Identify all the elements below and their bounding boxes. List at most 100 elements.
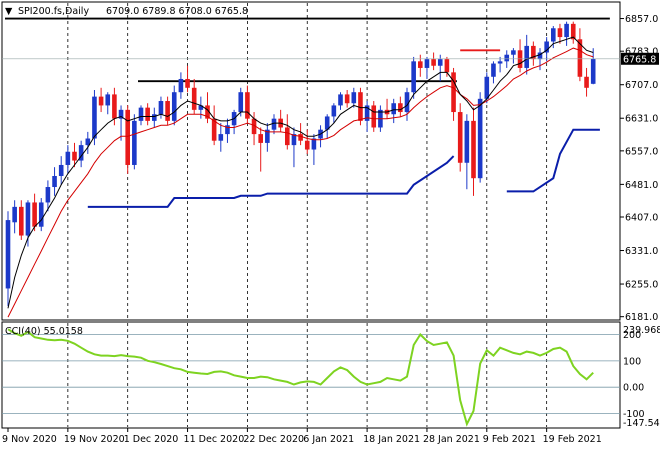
candle-body xyxy=(238,92,244,113)
candle-body xyxy=(152,114,157,121)
candle-body xyxy=(105,94,111,106)
candle-body xyxy=(92,96,97,139)
price-tick-label: 6255.0 xyxy=(625,280,658,291)
candle-body xyxy=(577,39,583,77)
candle-body xyxy=(125,109,130,165)
candle-body xyxy=(338,94,343,106)
candle-body xyxy=(205,105,210,119)
candle-body xyxy=(371,105,377,128)
candle-body xyxy=(524,45,529,68)
candle-body xyxy=(218,134,224,141)
price-tick-label: 6331.0 xyxy=(625,246,658,257)
price-tick-label: 6557.0 xyxy=(625,146,658,157)
candle-body xyxy=(45,187,51,203)
candle-body xyxy=(531,45,536,60)
collapse-arrow-icon[interactable]: ▼ xyxy=(5,6,13,17)
candle-body xyxy=(38,202,44,227)
candle-body xyxy=(165,101,170,121)
time-tick-label: 9 Feb 2021 xyxy=(483,434,536,445)
candle-body xyxy=(58,164,64,176)
candle-body xyxy=(418,61,423,68)
candle-body xyxy=(258,134,263,143)
candle-body xyxy=(245,92,250,119)
fast-moving-average-line xyxy=(7,36,594,309)
candle-body xyxy=(564,23,569,38)
candle-body xyxy=(251,118,257,135)
candle-body xyxy=(471,120,476,179)
candle-body xyxy=(464,120,470,163)
candle-body xyxy=(590,58,596,84)
candle-body xyxy=(118,109,124,119)
time-tick-label: 6 Jan 2021 xyxy=(303,434,354,445)
moving-averages xyxy=(7,36,594,318)
candle-body xyxy=(457,112,463,163)
candle-body xyxy=(191,87,197,110)
price-tick-label: 6707.0 xyxy=(625,80,658,91)
candle-body xyxy=(351,92,357,104)
candle-body xyxy=(491,63,496,77)
candle-body xyxy=(431,59,436,66)
slow-moving-average-line xyxy=(7,47,594,318)
cci-level-label: 0.00 xyxy=(623,383,644,394)
chart-header: ▼ SPI200.fs,Daily 6709.0 6789.8 6708.0 6… xyxy=(5,6,248,17)
candle-body xyxy=(570,23,576,40)
ohlc-values: 6709.0 6789.8 6708.0 6765.8 xyxy=(106,6,248,17)
price-panel-frame xyxy=(1,1,621,321)
cci-level-tag xyxy=(621,407,641,420)
price-panel: ▼ SPI200.fs,Daily 6709.0 6789.8 6708.0 6… xyxy=(1,1,621,321)
cci-title: CCI(40) 55.0158 xyxy=(5,326,83,337)
time-tick-label: 19 Nov 2020 xyxy=(64,434,125,445)
cci-level-label: 200 xyxy=(623,330,641,341)
cci-line xyxy=(7,328,594,427)
cci-level-tag xyxy=(621,328,641,341)
time-tick-label: 28 Jan 2021 xyxy=(423,434,480,445)
candle-body xyxy=(138,107,144,121)
candle-body xyxy=(145,107,150,121)
cci-max-label: 239.9682 xyxy=(623,325,660,336)
candle-body xyxy=(537,52,543,60)
candle-body xyxy=(25,202,31,236)
cci-gridlines xyxy=(67,323,548,427)
candle-body xyxy=(444,59,450,73)
candle-body xyxy=(158,101,164,115)
candle-body xyxy=(304,140,310,150)
candle-body xyxy=(557,28,563,38)
candle-body xyxy=(331,105,337,117)
time-tick-label: 1 Dec 2020 xyxy=(124,434,179,445)
candle-body xyxy=(98,96,104,106)
candle-body xyxy=(72,151,77,161)
candle-body xyxy=(265,129,270,143)
candle-body xyxy=(211,118,217,141)
trailing-stop-line xyxy=(506,128,600,193)
candle-body xyxy=(364,105,370,121)
candle-body xyxy=(504,54,510,62)
trailing-stop-line xyxy=(87,155,455,208)
cci-series xyxy=(7,328,594,427)
candle-body xyxy=(451,72,456,113)
candle-body xyxy=(324,116,330,130)
candlestick-series xyxy=(5,21,596,307)
time-tick-label: 18 Jan 2021 xyxy=(363,434,420,445)
candle-body xyxy=(544,41,549,53)
candle-body xyxy=(78,145,84,161)
time-tick-label: 19 Feb 2021 xyxy=(543,434,602,445)
candle-body xyxy=(411,61,416,93)
time-tick-label: 11 Dec 2020 xyxy=(184,434,245,445)
candle-body xyxy=(171,92,177,121)
candle-body xyxy=(65,151,71,165)
candle-body xyxy=(437,59,443,66)
candle-body xyxy=(271,118,277,130)
symbol-label: SPI200.fs,Daily xyxy=(18,6,89,17)
candle-body xyxy=(344,94,350,104)
candle-body xyxy=(298,134,303,141)
cci-min-label: -147.546 xyxy=(623,418,660,429)
cci-level-lines xyxy=(2,334,620,414)
candle-body xyxy=(517,50,523,68)
price-tick-label: 6631.0 xyxy=(625,114,658,125)
cci-level-tag xyxy=(621,381,641,394)
candle-body xyxy=(404,92,410,113)
candle-body xyxy=(285,127,290,146)
candle-body xyxy=(484,76,490,99)
time-tick-label: 22 Dec 2020 xyxy=(243,434,304,445)
